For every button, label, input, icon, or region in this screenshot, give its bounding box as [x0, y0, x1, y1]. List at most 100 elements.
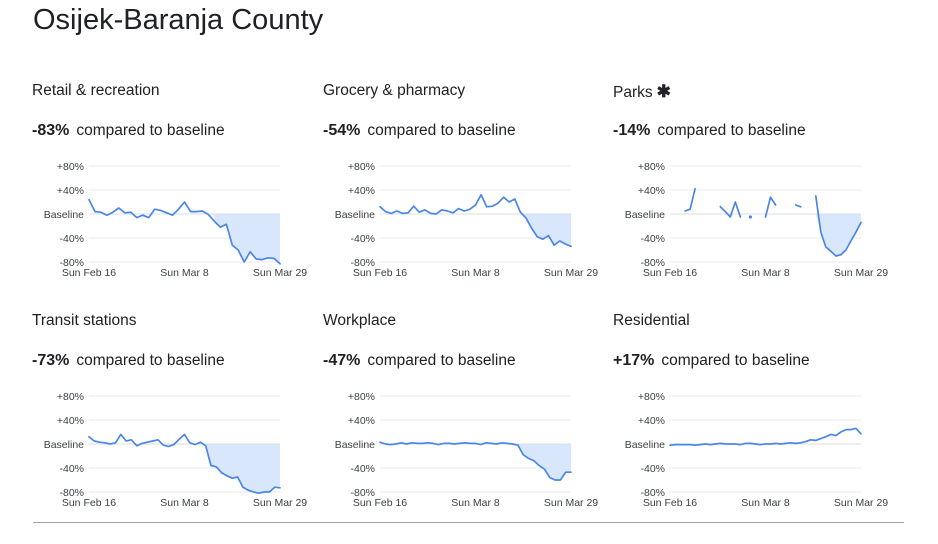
chart-plot: +80% +40% Baseline -40% -80%Sun Feb 16 Sun Ma…: [44, 161, 308, 279]
y-tick-label: +80%: [638, 161, 665, 173]
headline-value: -54%: [323, 122, 361, 139]
x-tick-label: Sun Mar 8: [451, 267, 500, 279]
headline-stat: -73% compared to baseline: [32, 352, 225, 370]
headline-value: -73%: [32, 352, 70, 369]
x-tick-label: Sun Feb 16: [643, 267, 697, 279]
y-tick-label: -40%: [350, 463, 375, 475]
page-title: Osijek-Baranja County: [33, 4, 324, 36]
headline-value: -47%: [323, 352, 361, 369]
bottom-divider: [33, 522, 904, 523]
y-tick-label: -40%: [350, 233, 375, 245]
headline-stat: -54% compared to baseline: [323, 122, 516, 140]
y-tick-label: +40%: [348, 415, 375, 427]
headline-stat: +17% compared to baseline: [613, 352, 810, 370]
y-tick-label: -80%: [59, 257, 84, 269]
x-tick-label: Sun Feb 16: [353, 497, 407, 509]
series-line: [669, 427, 862, 447]
chart-plot: +80% +40% Baseline -40% -80%Sun Feb 16 Sun Ma…: [335, 161, 599, 279]
series-line: [379, 193, 572, 248]
chart-title: Parks ✱: [613, 82, 671, 102]
x-tick-label: Sun Mar 29: [544, 497, 598, 509]
chart-plot: +80% +40% Baseline -40% -80%Sun Feb 16 Sun Ma…: [335, 391, 599, 509]
chart-title-text: Transit stations: [32, 312, 137, 329]
y-tick-label: -40%: [640, 233, 665, 245]
chart-title: Retail & recreation: [32, 82, 160, 100]
x-tick-label: Sun Mar 29: [253, 267, 307, 279]
y-tick-label: +40%: [348, 185, 375, 197]
y-tick-label: -80%: [59, 487, 84, 499]
baseline-shaded-area: [512, 444, 571, 480]
chart-title-text: Parks: [613, 84, 653, 101]
y-tick-label: -80%: [350, 257, 375, 269]
y-tick-label: +80%: [348, 391, 375, 403]
headline-stat: -47% compared to baseline: [323, 352, 516, 370]
series-line: [88, 198, 281, 265]
chart-title-text: Residential: [613, 312, 690, 329]
headline-value: -14%: [613, 122, 651, 139]
baseline-shaded-area: [509, 214, 571, 247]
y-tick-label: +40%: [57, 415, 84, 427]
y-tick-label: +40%: [638, 415, 665, 427]
chart-title-text: Workplace: [323, 312, 396, 329]
chart-title: Residential: [613, 312, 690, 330]
chart-title-text: Retail & recreation: [32, 82, 160, 99]
headline-stat: -14% compared to baseline: [613, 122, 806, 140]
x-tick-label: Sun Mar 29: [253, 497, 307, 509]
x-tick-label: Sun Mar 29: [834, 267, 888, 279]
chart-title: Transit stations: [32, 312, 137, 330]
headline-caption: compared to baseline: [661, 352, 810, 369]
x-tick-label: Sun Feb 16: [62, 267, 116, 279]
baseline-shaded-area: [200, 444, 280, 494]
x-tick-label: Sun Mar 29: [834, 497, 888, 509]
y-tick-label: -80%: [640, 487, 665, 499]
headline-stat: -83% compared to baseline: [32, 122, 225, 140]
y-tick-label: +80%: [57, 161, 84, 173]
headline-value: -83%: [32, 122, 70, 139]
panel-residential: Residential +17% compared to baseline +80…: [613, 312, 903, 527]
series-line: [684, 187, 862, 257]
asterisk-icon: ✱: [656, 82, 671, 101]
headline-caption: compared to baseline: [76, 352, 225, 369]
headline-value: +17%: [613, 352, 655, 369]
x-tick-label: Sun Feb 16: [62, 497, 116, 509]
x-tick-label: Sun Mar 8: [451, 497, 500, 509]
y-tick-label: -40%: [59, 463, 84, 475]
panel-workplace: Workplace -47% compared to baseline +80% +…: [323, 312, 613, 527]
y-tick-label: Baseline: [625, 439, 665, 451]
y-tick-label: Baseline: [335, 439, 375, 451]
y-tick-label: +40%: [57, 185, 84, 197]
y-tick-label: -40%: [59, 233, 84, 245]
headline-caption: compared to baseline: [367, 352, 516, 369]
x-tick-label: Sun Mar 8: [160, 497, 209, 509]
y-tick-label: +80%: [638, 391, 665, 403]
x-tick-label: Sun Mar 29: [544, 267, 598, 279]
headline-caption: compared to baseline: [76, 122, 225, 139]
headline-caption: compared to baseline: [657, 122, 806, 139]
chart-title: Workplace: [323, 312, 396, 330]
y-tick-label: +40%: [638, 185, 665, 197]
y-tick-label: +80%: [348, 161, 375, 173]
y-tick-label: -80%: [640, 257, 665, 269]
panel-transit-stations: Transit stations -73% compared to baselin…: [32, 312, 322, 527]
y-tick-label: -80%: [350, 487, 375, 499]
chart-title-text: Grocery & pharmacy: [323, 82, 466, 99]
x-tick-label: Sun Mar 8: [741, 497, 790, 509]
chart-plot: +80% +40% Baseline -40% -80%Sun Feb 16 Sun Ma…: [44, 391, 308, 509]
x-tick-label: Sun Mar 8: [160, 267, 209, 279]
panel-grocery-pharmacy: Grocery & pharmacy -54% compared to basel…: [323, 82, 613, 297]
chart-title: Grocery & pharmacy: [323, 82, 465, 100]
y-tick-label: Baseline: [44, 209, 84, 221]
y-tick-label: Baseline: [335, 209, 375, 221]
y-tick-label: -40%: [640, 463, 665, 475]
x-tick-label: Sun Feb 16: [643, 497, 697, 509]
data-point: [748, 215, 752, 219]
baseline-shaded-area: [815, 214, 861, 256]
panel-retail-recreation: Retail & recreation -83% compared to base…: [32, 82, 322, 297]
y-tick-label: +80%: [57, 391, 84, 403]
y-tick-label: Baseline: [44, 439, 84, 451]
series-line: [379, 441, 572, 481]
chart-plot: +80% +40% Baseline -40% -80%Sun Feb 16 Sun Ma…: [625, 161, 889, 279]
chart-plot: +80% +40% Baseline -40% -80%Sun Feb 16 Sun Ma…: [625, 391, 889, 509]
baseline-shaded-area: [214, 214, 280, 264]
series-line: [88, 433, 281, 495]
